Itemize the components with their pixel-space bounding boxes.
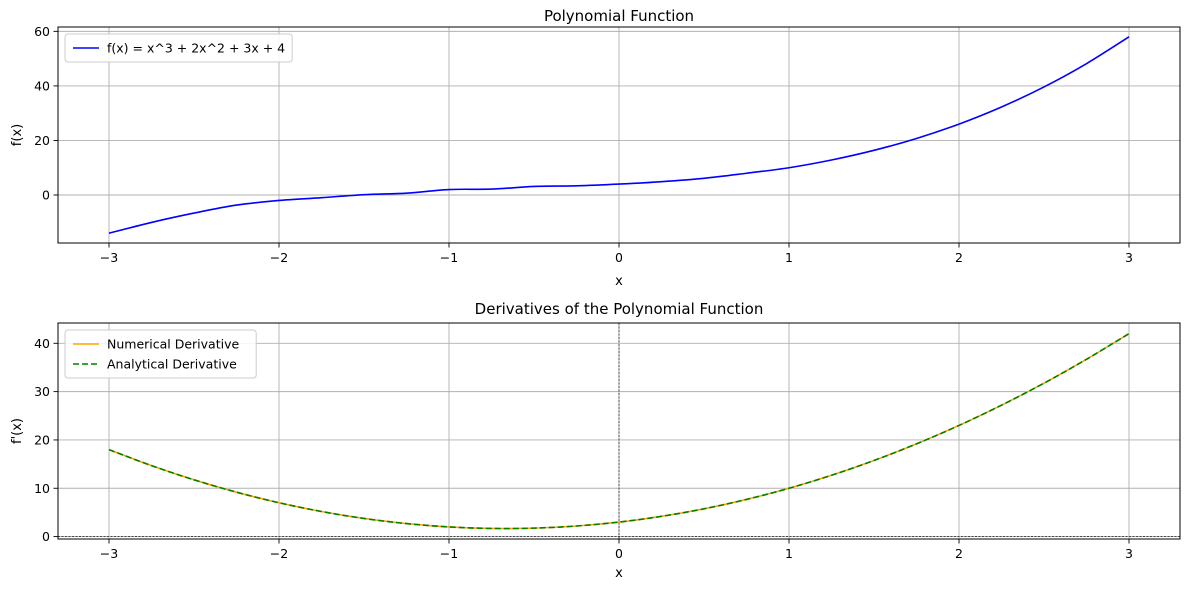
x-axis-label: x	[615, 274, 623, 289]
x-tick-label: 3	[1125, 546, 1133, 561]
legend: f(x) = x^3 + 2x^2 + 3x + 4	[64, 33, 293, 63]
x-tick-label: −3	[100, 250, 118, 265]
polynomial-function-chart: Polynomial Function −3 −2 −1 0 1 2 3 0 20 40 60 x…	[10, 7, 1181, 289]
y-tick-label: 40	[34, 78, 50, 93]
plot-area	[58, 323, 1180, 539]
series-line-2	[108, 332, 1130, 530]
y-tick-label: 20	[34, 432, 50, 447]
y-axis-label: f(x)	[10, 124, 25, 146]
legend-box	[64, 33, 293, 63]
series-line-1	[108, 36, 1130, 234]
y-axis-label: f'(x)	[10, 418, 25, 444]
x-tick-label: 3	[1125, 250, 1133, 265]
y-tick-label: 60	[34, 24, 50, 39]
y-tick-label: 0	[42, 188, 50, 203]
legend-label: Analytical Derivative	[107, 357, 237, 372]
legend-label: f(x) = x^3 + 2x^2 + 3x + 4	[107, 41, 285, 56]
x-tick-label: −2	[270, 546, 288, 561]
x-tick-label: −1	[440, 546, 458, 561]
y-axis-ticks: 0 10 20 30 40	[34, 336, 58, 544]
chart-title: Derivatives of the Polynomial Function	[475, 300, 764, 318]
x-tick-label: 0	[615, 250, 623, 265]
x-axis-ticks: −3 −2 −1 0 1 2 3	[100, 539, 1133, 561]
x-tick-label: −1	[440, 250, 458, 265]
y-tick-label: 30	[34, 384, 50, 399]
y-tick-label: 20	[34, 133, 50, 148]
grid	[58, 27, 1180, 243]
x-axis-ticks: −3 −2 −1 0 1 2 3	[100, 243, 1133, 265]
y-tick-label: 0	[42, 529, 50, 544]
legend: Numerical Derivative Analytical Derivativ…	[64, 329, 257, 379]
x-axis-label: x	[615, 566, 623, 581]
legend-label: Numerical Derivative	[107, 337, 239, 352]
x-tick-label: −3	[100, 546, 118, 561]
x-tick-label: 1	[785, 250, 793, 265]
x-tick-label: −2	[270, 250, 288, 265]
legend-box	[64, 329, 257, 379]
y-tick-label: 10	[34, 481, 50, 496]
y-tick-label: 40	[34, 336, 50, 351]
derivatives-chart: Derivatives of the Polynomial Function −…	[10, 300, 1181, 581]
x-tick-label: 2	[955, 546, 963, 561]
x-tick-label: 1	[785, 546, 793, 561]
x-tick-label: 2	[955, 250, 963, 265]
plot-area	[108, 36, 1130, 234]
chart-title: Polynomial Function	[544, 7, 694, 25]
y-axis-ticks: 0 20 40 60	[34, 24, 58, 203]
x-tick-label: 0	[615, 546, 623, 561]
